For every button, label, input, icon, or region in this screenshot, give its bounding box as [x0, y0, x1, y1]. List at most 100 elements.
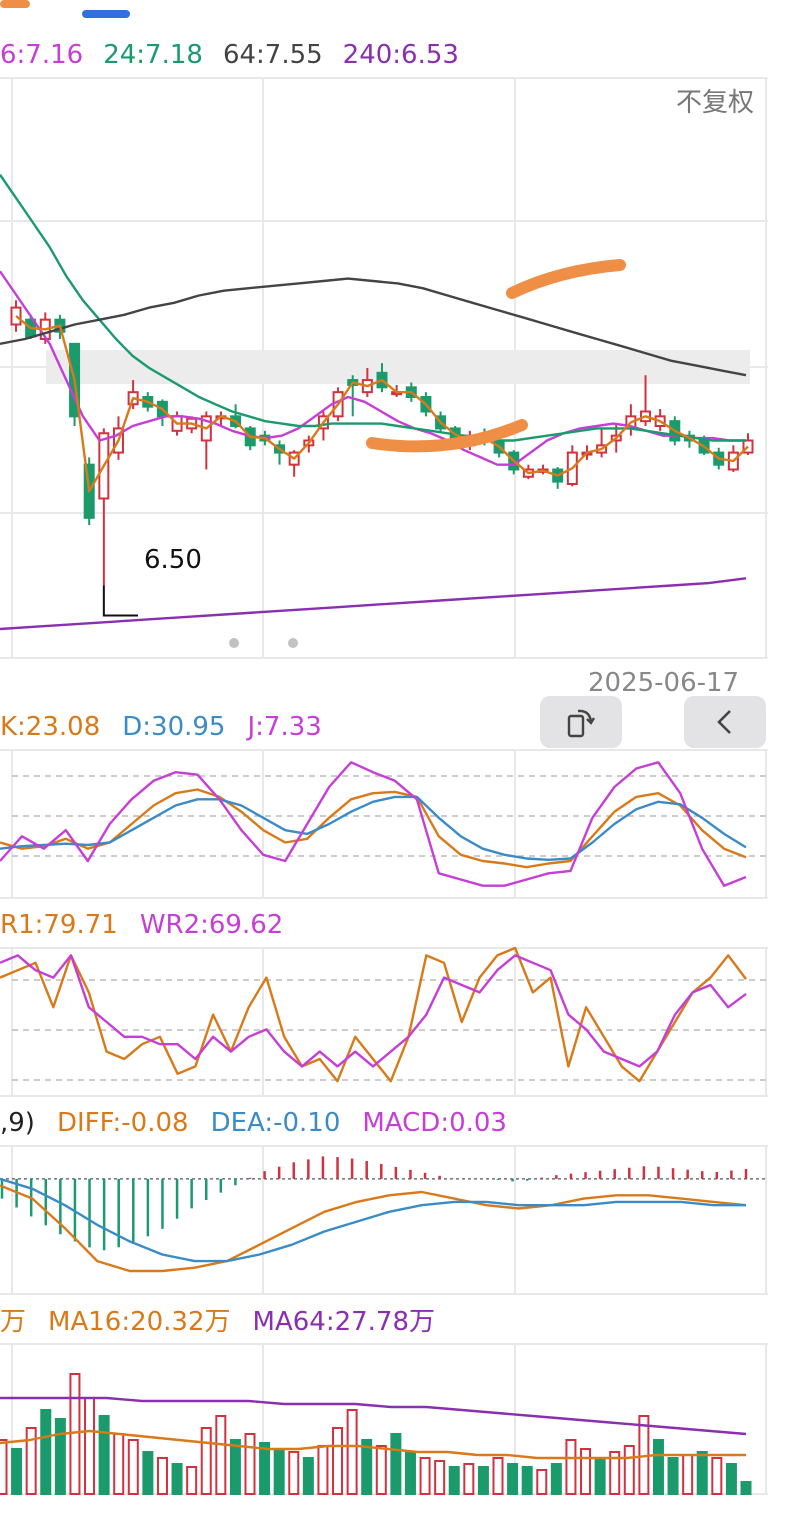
vol-line-MA16	[0, 1429, 746, 1460]
volume-bar	[40, 1409, 52, 1495]
volume-bar	[594, 1457, 606, 1495]
volume-bar	[404, 1451, 416, 1495]
macd-legend-item-0: ,9)	[0, 1108, 35, 1138]
volume-bar	[492, 1457, 504, 1495]
volume-bar	[725, 1463, 737, 1495]
scroll-indicator	[82, 10, 130, 18]
wr-legend-item-1: WR2:69.62	[139, 910, 284, 940]
volume-bar	[98, 1415, 110, 1495]
volume-bar	[521, 1466, 533, 1495]
low-marker-line	[102, 585, 138, 617]
rotate-screen-icon	[564, 705, 598, 739]
date-label: 2025-06-17	[588, 668, 740, 698]
back-button[interactable]	[684, 696, 766, 748]
volume-bar	[375, 1445, 387, 1495]
rotate-button[interactable]	[540, 696, 622, 748]
chevron-left-icon	[710, 707, 740, 737]
ma-legend-item-1: 24:7.18	[103, 40, 203, 70]
vol-legend: 万 MA16:20.32万 MA64:27.78万	[0, 1309, 435, 1335]
macd-line-DEA	[0, 1177, 746, 1263]
wr-legend: R1:79.71 WR2:69.62	[0, 912, 283, 938]
scroll-indicator-left	[0, 0, 30, 8]
volume-bar	[229, 1439, 241, 1495]
kdj-legend-item-0: K:23.08	[0, 712, 101, 742]
volume-bar	[623, 1445, 635, 1495]
ma-legend-item-2: 64:7.55	[222, 40, 323, 70]
ma-line-64	[0, 277, 747, 377]
kdj-line-J	[0, 761, 747, 887]
volume-bar	[332, 1427, 344, 1495]
wr-line-WR1	[0, 946, 747, 1083]
volume-bar	[156, 1457, 168, 1495]
volume-bar	[536, 1469, 548, 1495]
ma-legend: 6:7.16 24:7.18 64:7.55 240:6.53	[0, 42, 459, 68]
volume-bar	[463, 1463, 475, 1495]
low-price-label: 6.50	[144, 545, 202, 575]
volume-bar	[54, 1418, 66, 1495]
volume-bar	[609, 1451, 621, 1495]
volume-bar	[550, 1463, 562, 1495]
macd-legend-item-3: MACD:0.03	[362, 1108, 507, 1138]
wr-line-WR2	[0, 954, 747, 1068]
macd-legend: ,9) DIFF:-0.08 DEA:-0.10 MACD:0.03	[0, 1110, 507, 1136]
volume-bar	[215, 1415, 227, 1495]
volume-bar	[696, 1451, 708, 1495]
volume-bar	[259, 1442, 271, 1495]
pager-dot	[288, 638, 298, 648]
volume-bar	[346, 1409, 358, 1495]
macd-legend-item-1: DIFF:-0.08	[56, 1108, 189, 1138]
volume-bar	[84, 1397, 96, 1495]
volume-bar	[477, 1466, 489, 1495]
volume-bar	[652, 1439, 664, 1495]
volume-bar	[317, 1445, 329, 1495]
ma-legend-item-3: 240:6.53	[342, 40, 459, 70]
vol-line-MA64	[0, 1396, 747, 1436]
volume-bar	[11, 1448, 23, 1495]
adjust-label[interactable]: 不复权	[676, 88, 755, 118]
volume-bar	[69, 1373, 81, 1495]
annotation-stroke	[366, 419, 528, 453]
ma-line-240	[0, 577, 747, 631]
volume-bar	[448, 1466, 460, 1495]
vol-legend-item-1: MA16:20.32万	[48, 1307, 231, 1337]
volume-bar	[113, 1433, 125, 1495]
volume-bar	[302, 1457, 314, 1495]
volume-bar	[682, 1454, 694, 1495]
vol-legend-item-0: 万	[0, 1307, 27, 1337]
kdj-legend-item-2: J:7.33	[247, 712, 322, 742]
macd-legend-item-2: DEA:-0.10	[210, 1108, 341, 1138]
kdj-line-D	[0, 795, 747, 861]
volume-bar	[419, 1457, 431, 1495]
volume-bar	[186, 1466, 198, 1495]
ma-legend-item-0: 6:7.16	[0, 40, 84, 70]
kdj-line-K	[0, 788, 747, 869]
volume-bar	[200, 1427, 212, 1495]
volume-bar	[142, 1451, 154, 1495]
pager-dot	[229, 638, 239, 648]
volume-bar	[25, 1427, 37, 1495]
volume-bar	[711, 1457, 723, 1495]
vol-legend-item-2: MA64:27.78万	[252, 1307, 436, 1337]
price-avg-line	[15, 315, 749, 493]
volume-bar	[740, 1481, 752, 1495]
volume-bar	[0, 1439, 8, 1495]
ma-line-6	[0, 270, 746, 466]
volume-bar	[507, 1463, 519, 1495]
volume-bar	[361, 1439, 373, 1495]
volume-bar	[127, 1439, 139, 1495]
volume-bar	[273, 1448, 285, 1495]
annotation-stroke	[506, 259, 626, 299]
resistance-band	[46, 350, 750, 384]
volume-bar	[171, 1463, 183, 1495]
macd-line-DIFF	[0, 1184, 747, 1273]
volume-bar	[288, 1451, 300, 1495]
wr-legend-item-0: R1:79.71	[0, 910, 118, 940]
kdj-legend: K:23.08 D:30.95 J:7.33	[0, 714, 322, 740]
volume-bar	[434, 1460, 446, 1495]
volume-bar	[580, 1448, 592, 1495]
volume-bar	[244, 1433, 256, 1495]
ma-line-24	[0, 174, 746, 442]
volume-bar	[565, 1439, 577, 1495]
